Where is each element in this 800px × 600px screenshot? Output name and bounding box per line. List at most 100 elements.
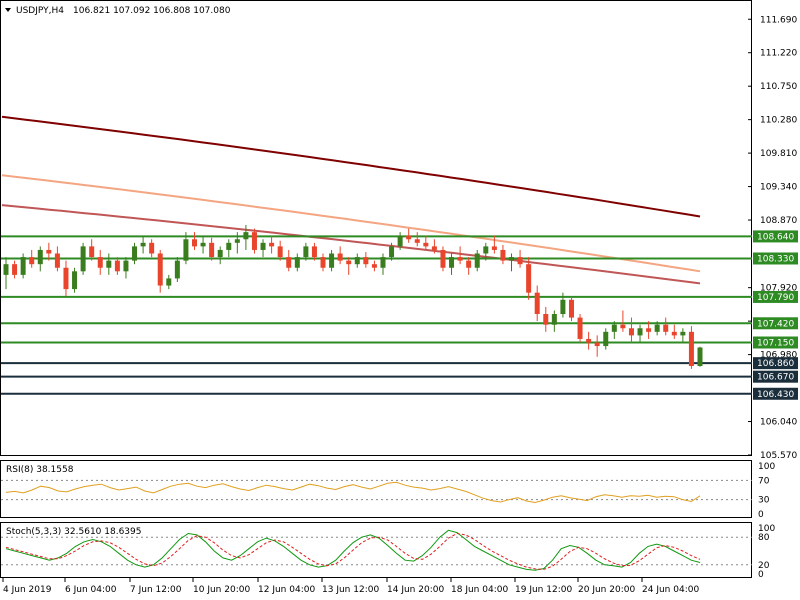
y-tick-label: 109.340 bbox=[760, 183, 797, 193]
candle-body bbox=[337, 253, 343, 261]
x-axis: 4 Jun 2019 6 Jun 04:00 7 Jun 12:00 10 Jun 2… bbox=[2, 578, 699, 595]
osc-y-tick-label: 20 bbox=[758, 561, 770, 571]
y-tick-label: 106.980 bbox=[760, 351, 797, 361]
candle-body bbox=[114, 260, 120, 272]
candle-body bbox=[20, 257, 26, 275]
candle-body bbox=[611, 324, 617, 332]
candle-body bbox=[234, 239, 240, 243]
candle-body bbox=[594, 342, 600, 347]
level-label-box bbox=[753, 290, 798, 303]
candle-body bbox=[406, 235, 412, 240]
x-tick-label: 4 Jun 2019 bbox=[3, 585, 52, 595]
y-tick-label: 110.280 bbox=[760, 116, 797, 126]
y-tick-label: 110.750 bbox=[760, 82, 797, 92]
candle-body bbox=[174, 260, 180, 279]
rsi-line bbox=[5, 481, 701, 504]
candle-body bbox=[166, 278, 172, 286]
x-tick-label: 13 Jun 12:00 bbox=[322, 585, 379, 595]
level-label-box bbox=[753, 357, 798, 370]
candle-body bbox=[354, 257, 360, 265]
candle-body bbox=[72, 271, 78, 290]
osc-y-tick-label: 30 bbox=[758, 496, 770, 506]
level-label: 106.860 bbox=[757, 359, 794, 369]
candle-body bbox=[3, 264, 9, 275]
level-label: 108.330 bbox=[757, 254, 794, 264]
y-tick-label: 111.690 bbox=[760, 15, 797, 25]
candle-body bbox=[389, 246, 395, 258]
candle-body bbox=[586, 338, 592, 343]
moving-average-line bbox=[1, 204, 701, 285]
rsi-panel-frame bbox=[0, 460, 752, 518]
y-tick-label: 109.810 bbox=[760, 149, 797, 159]
level-label: 107.150 bbox=[757, 339, 794, 349]
osc-y-tick-label: 100 bbox=[758, 462, 775, 472]
candle-body bbox=[680, 331, 686, 336]
candle-body bbox=[543, 314, 549, 325]
main-chart-layer: 111.690 111.220 110.750 110.280 109.810 109.3… bbox=[1, 15, 798, 461]
moving-average-line bbox=[1, 115, 701, 218]
candle-body bbox=[29, 257, 35, 265]
osc-y-tick-label: 0 bbox=[758, 510, 764, 520]
candle-body bbox=[243, 232, 249, 240]
x-tick-label: 18 Jun 04:00 bbox=[451, 585, 508, 595]
candle-body bbox=[697, 347, 703, 366]
y-tick-label: 106.040 bbox=[760, 418, 797, 428]
main-chart-frame bbox=[0, 0, 752, 456]
x-tick-label: 19 Jun 12:00 bbox=[515, 585, 572, 595]
level-label-box bbox=[753, 230, 798, 243]
candle-body bbox=[226, 242, 232, 250]
y-tick-label: 105.570 bbox=[760, 451, 797, 461]
candle-body bbox=[688, 331, 694, 366]
candle-body bbox=[526, 264, 532, 293]
moving-average-line bbox=[1, 174, 701, 273]
rsi-title: RSI(8) 38.1558 bbox=[6, 465, 74, 475]
x-tick-label: 20 Jun 20:00 bbox=[578, 585, 635, 595]
candle-body bbox=[12, 264, 18, 275]
stoch-main-line bbox=[5, 529, 701, 571]
candle-body bbox=[620, 324, 626, 329]
candle-body bbox=[63, 267, 69, 290]
candle-body bbox=[346, 260, 352, 265]
candle-body bbox=[123, 260, 129, 272]
candle-body bbox=[671, 331, 677, 336]
candle-body bbox=[363, 257, 369, 265]
symbol-title: USDJPY,H4 bbox=[16, 6, 64, 16]
candle-body bbox=[191, 239, 197, 247]
osc-y-tick-label: 100 bbox=[758, 524, 775, 534]
candle-body bbox=[577, 317, 583, 339]
ohlc-readout: 106.821 107.092 106.808 107.080 bbox=[73, 6, 231, 16]
candle-body bbox=[457, 257, 463, 261]
candle-body bbox=[371, 264, 377, 268]
x-tick-label: 24 Jun 04:00 bbox=[642, 585, 699, 595]
menu-triangle-icon[interactable] bbox=[5, 8, 11, 12]
candle-body bbox=[183, 239, 189, 261]
candle-body bbox=[534, 292, 540, 315]
candle-body bbox=[200, 242, 206, 247]
candle-body bbox=[431, 246, 437, 250]
candle-body bbox=[560, 299, 566, 315]
candle-body bbox=[37, 249, 43, 265]
osc-y-tick-label: 80 bbox=[758, 533, 770, 543]
level-label: 107.420 bbox=[757, 319, 794, 329]
level-label-box bbox=[753, 370, 798, 383]
candle-body bbox=[209, 242, 215, 258]
x-tick-label: 14 Jun 20:00 bbox=[387, 585, 444, 595]
level-label: 107.790 bbox=[757, 293, 794, 303]
x-tick-label: 12 Jun 04:00 bbox=[258, 585, 315, 595]
candle-body bbox=[89, 246, 95, 258]
candle-body bbox=[603, 331, 609, 347]
candle-body bbox=[466, 260, 472, 268]
candle-body bbox=[517, 257, 523, 265]
candle-body bbox=[329, 253, 335, 268]
level-label: 106.670 bbox=[757, 373, 794, 383]
x-tick-label: 10 Jun 20:00 bbox=[193, 585, 250, 595]
osc-y-tick-label: 70 bbox=[758, 476, 770, 486]
level-label: 108.640 bbox=[757, 232, 794, 242]
candle-body bbox=[149, 242, 155, 254]
candle-body bbox=[474, 253, 480, 268]
stoch-title: Stoch(5,3,3) 32.5610 18.6395 bbox=[6, 527, 141, 537]
candle-body bbox=[551, 314, 557, 325]
candle-body bbox=[97, 257, 103, 268]
candle-body bbox=[414, 239, 420, 243]
